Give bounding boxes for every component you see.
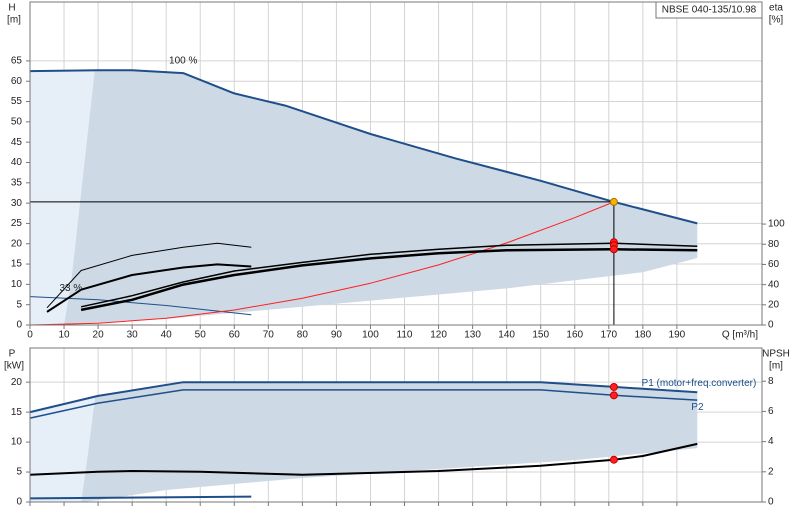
y2-tick-label: 6 [768,406,774,417]
curve [80,242,698,308]
curve [29,389,698,419]
x-tick-label: 150 [532,330,549,341]
y2-axis-unit: [%] [769,15,784,26]
y-tick-label: 0 [16,320,22,331]
x-tick-label: 50 [195,330,207,341]
curve [29,442,698,476]
x-tick-label: 170 [600,330,617,341]
curve [29,495,252,500]
x-tick-label: 130 [464,330,481,341]
curve [29,69,698,225]
y2-tick-label: 60 [768,259,780,270]
y-axis-unit: [kW] [4,361,24,372]
curve [29,296,252,316]
y-tick-label: 30 [11,198,23,209]
y-tick-label: 40 [11,157,23,168]
x-axis-label: Q [m³/h] [722,330,758,341]
y-tick-label: 20 [11,238,23,249]
y-tick-label: 5 [16,467,22,478]
x-tick-label: 40 [161,330,173,341]
y-axis-label: P [9,349,16,360]
y-tick-label: 45 [11,137,23,148]
y-tick-label: 50 [11,116,23,127]
y2-tick-label: 8 [768,376,774,387]
x-tick-label: 20 [93,330,105,341]
y-tick-label: 65 [11,56,23,67]
plot-frame [29,1,763,326]
x-tick-label: 80 [297,330,309,341]
x-tick-label: 100 [362,330,379,341]
x-tick-label: 110 [397,330,413,341]
y2-tick-label: 100 [768,219,785,230]
y2-tick-label: 2 [768,466,774,477]
annotation: 100 % [169,56,197,67]
x-tick-label: 70 [263,330,275,341]
point-marker [609,197,618,206]
y-tick-label: 60 [11,76,23,87]
x-tick-label: 120 [430,330,447,341]
area-region [81,382,698,502]
y2-axis-label: eta [769,3,783,14]
title-box [655,1,763,19]
x-tick-label: 140 [498,330,515,341]
curve [29,201,615,326]
point-marker [609,245,618,254]
y-tick-label: 35 [11,177,23,188]
point-marker [609,455,618,464]
plot-frame [29,347,763,503]
y-tick-label: 25 [11,218,23,229]
curve [46,242,252,309]
annotation: 33 % [59,283,82,294]
point-marker [609,382,618,391]
area-region [64,70,698,325]
y-axis-label: H [8,3,15,14]
y-tick-label: 55 [11,96,23,107]
y2-axis-label: NPSH [762,349,790,360]
curve [80,248,698,312]
x-tick-label: 60 [229,330,241,341]
area-region [30,397,95,502]
x-tick-label: 0 [27,330,33,341]
area-region [30,71,95,325]
chart-title: NBSE 040-135/10.98 [662,5,757,16]
y2-tick-label: 0 [768,320,774,331]
x-tick-label: 160 [566,330,583,341]
y-axis-unit: [m] [7,15,21,26]
y2-tick-label: 4 [768,436,774,447]
x-tick-label: 30 [127,330,139,341]
y-tick-label: 20 [11,377,23,388]
y-tick-label: 10 [11,437,23,448]
y2-tick-label: 40 [768,279,780,290]
y2-tick-label: 20 [768,299,780,310]
y-tick-label: 0 [16,497,22,508]
x-tick-label: 90 [331,330,343,341]
y-tick-label: 15 [11,259,23,270]
y2-tick-label: 80 [768,239,780,250]
x-tick-label: 180 [634,330,651,341]
x-tick-label: 10 [58,330,70,341]
y2-axis-unit: [m] [769,361,783,372]
curve [46,263,252,313]
y-tick-label: 15 [11,407,23,418]
y2-tick-label: 0 [768,497,774,508]
series-label: P2 [691,402,704,413]
series-label: P1 (motor+freq.converter) [642,378,757,389]
point-marker [609,391,618,400]
y-tick-label: 5 [16,299,22,310]
y-tick-label: 10 [11,279,23,290]
x-tick-label: 190 [669,330,686,341]
